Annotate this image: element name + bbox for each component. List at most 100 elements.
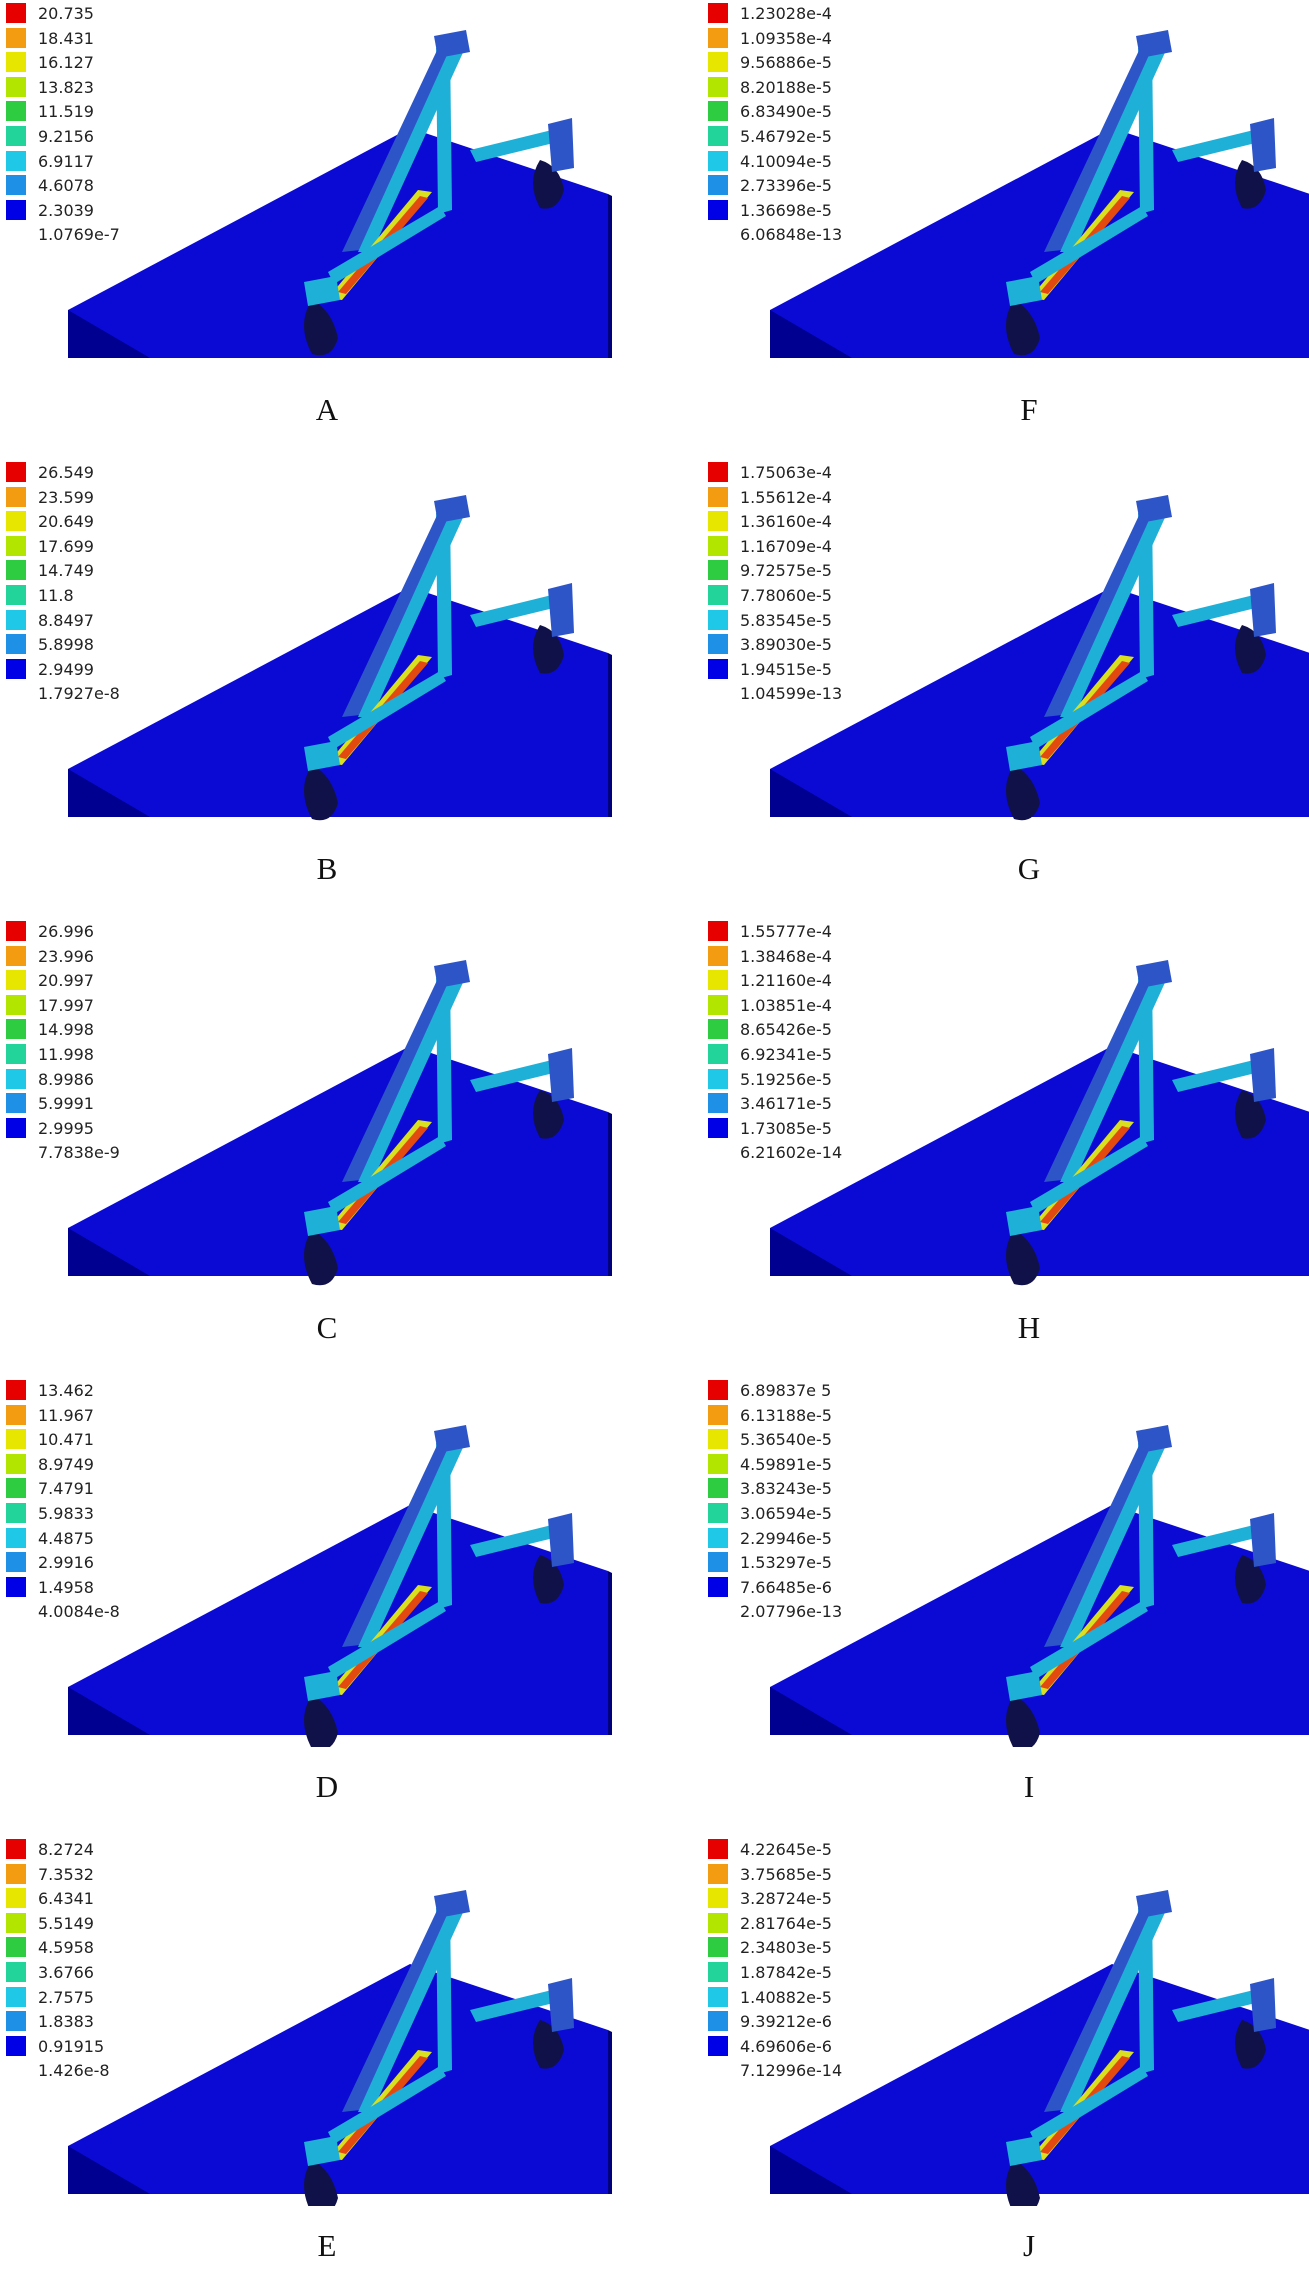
legend-swatch [708,462,728,482]
upper-link [358,44,466,252]
legend-swatch [6,1404,26,1425]
cross-bar [328,206,446,284]
fea-model-render [770,495,1309,821]
legend-swatch [6,2035,26,2056]
top-head [434,1890,470,1918]
legend-value: 11.998 [38,1044,94,1064]
cross-bar [1030,671,1148,749]
legend-value: 2.73396e-5 [740,176,832,196]
legend-value: 5.83545e-5 [740,610,832,630]
legend-value: 1.94515e-5 [740,659,832,679]
legend-swatch [708,634,728,655]
panel-label: I [1023,1769,1035,1804]
cross-bar [328,671,446,749]
fea-model-render [770,1890,1309,2206]
legend-swatch [708,1986,728,2007]
legend-swatch [708,1552,728,1573]
rear-arm [470,593,566,627]
legend-value: 20.735 [38,4,94,23]
legend-value: 11.519 [38,102,94,122]
legend-value: 1.55777e-4 [740,922,832,941]
legend-value: 14.749 [38,561,94,581]
table-edge [68,769,150,817]
top-head [1136,960,1172,988]
legend-value: 2.3039 [38,200,94,220]
legend-swatch [6,1912,26,1933]
legend-swatch [708,486,728,507]
legend-value: 1.87842e-5 [740,1962,832,1982]
legend-value: 3.46171e-5 [740,1094,832,1114]
fea-model-render [68,960,612,1286]
fea-model-render [68,1890,612,2206]
legend-value: 26.996 [38,922,94,941]
rear-mount [1235,1555,1266,1604]
legend-swatch [708,1019,728,1040]
rear-arm [1172,1058,1268,1092]
legend-value: 23.996 [38,946,94,966]
legend-swatch [6,609,26,630]
legend-value: 3.28724e-5 [740,1889,832,1909]
legend-swatch [708,1429,728,1450]
legend-value: 8.65426e-5 [740,1020,832,1040]
table-side [608,1571,612,1735]
legend-swatch [6,125,26,146]
rear-mount [1235,1090,1266,1139]
panel-label: B [316,851,338,886]
legend-swatch [6,970,26,991]
legend-swatch [708,1502,728,1523]
rear-arm [470,1988,566,2022]
fea-model-render [68,495,612,821]
panel-label: J [1022,2228,1036,2263]
rear-bracket [1250,1978,1276,2032]
legend-value: 6.21602e-14 [740,1143,843,1163]
table-edge [770,1687,852,1735]
legend-value: 1.21160e-4 [740,971,832,991]
front-gripper [304,741,340,771]
table-edge [68,2146,150,2194]
front-mount [304,765,338,821]
front-gripper [1006,1206,1042,1236]
legend-value: 13.823 [38,77,94,97]
legend-swatch [708,101,728,122]
front-mount [304,1230,338,1286]
table-edge [68,310,150,358]
table-edge [770,2146,852,2194]
cross-bar [1030,1136,1148,1214]
legend-value: 1.23028e-4 [740,4,832,23]
table-top [68,128,608,358]
cross-bar [328,2066,446,2144]
manipulator-assembly [1006,960,1276,1286]
legend-swatch [708,584,728,605]
legend-swatch [6,1863,26,1884]
legend-value: 9.2156 [38,126,94,146]
legend-value: 6.9117 [38,151,94,171]
table-top [68,1964,608,2194]
upper-link [1060,44,1168,252]
legend-value: 13.462 [38,1381,94,1400]
legend-swatch [6,1068,26,1089]
legend-swatch [6,462,26,482]
legend-swatch [6,945,26,966]
legend-swatch [6,1478,26,1499]
legend-value: 8.20188e-5 [740,77,832,97]
legend-value: 6.89837e 5 [740,1381,832,1400]
panel-label: C [316,1310,338,1345]
panel-label: D [315,1769,339,1804]
legend-value: 20.649 [38,512,94,532]
legend-swatch [6,76,26,97]
legend-swatch [6,486,26,507]
rear-arm [470,128,566,162]
manipulator-assembly [1006,495,1276,821]
legend-swatch [708,125,728,146]
legend-value: 1.53297e-5 [740,1553,832,1573]
legend-swatch [708,1117,728,1138]
cross-bar [1030,1601,1148,1679]
front-mount [304,300,338,356]
legend-value: 17.699 [38,536,94,556]
table-top [770,1964,1309,2194]
legend-swatch [6,658,26,679]
legend-value: 2.9995 [38,1118,94,1138]
legend-value: 1.16709e-4 [740,536,832,556]
front-gripper [1006,2136,1042,2166]
